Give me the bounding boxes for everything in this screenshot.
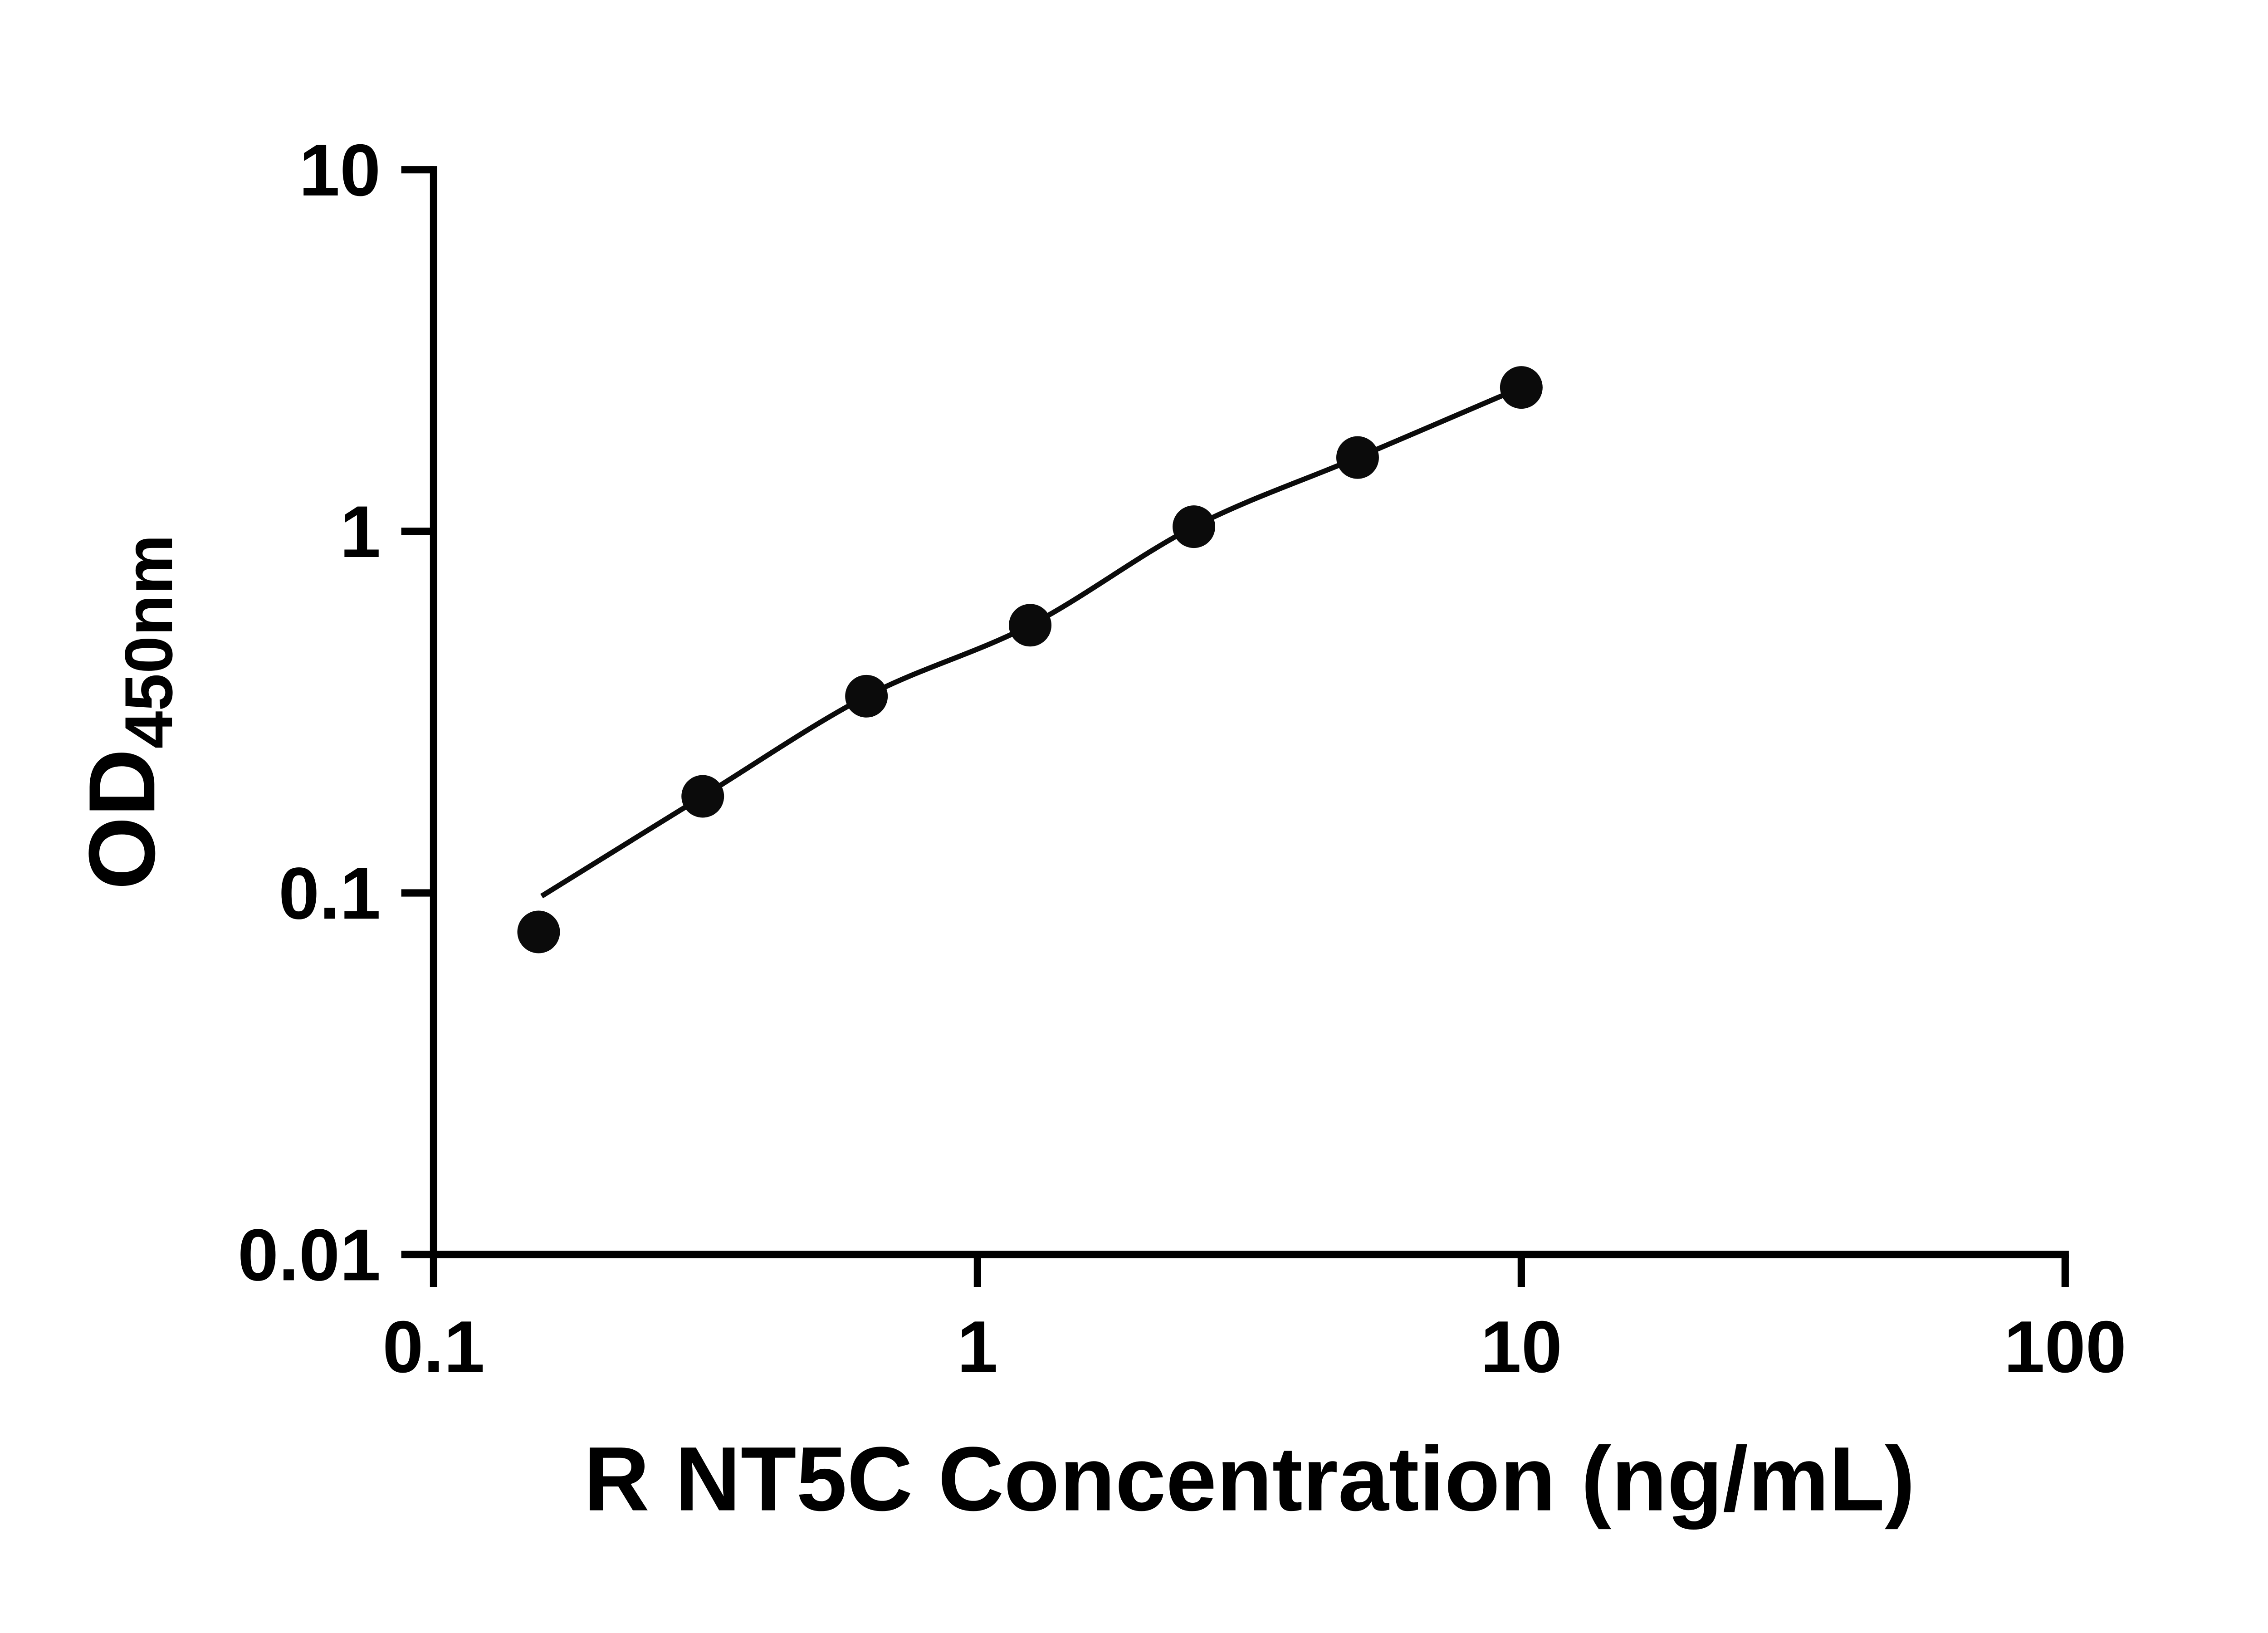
data-point-marker [1500,366,1543,409]
data-point-marker [1173,505,1215,548]
x-axis-tick-label: 1 [957,1306,998,1388]
data-point-marker [1009,604,1052,647]
data-point-marker [845,675,888,718]
y-axis-tick-label: 10 [299,129,381,211]
y-axis-tick-label: 1 [340,491,381,573]
data-point-marker [681,775,724,818]
data-point-marker [1336,436,1379,479]
axis-frame [430,166,2069,1258]
y-axis-tick-label: 0.01 [238,1214,381,1296]
y-axis-title: OD450nm [69,534,186,890]
x-axis-title: R NT5C Concentration (ng/mL) [584,1428,1915,1530]
x-axis-tick-label: 0.1 [382,1306,484,1388]
y-axis-tick-label: 0.1 [279,852,381,934]
data-point-marker [517,910,560,953]
x-axis-tick-label: 100 [2004,1306,2126,1388]
x-axis-tick-label: 10 [1481,1306,1562,1388]
